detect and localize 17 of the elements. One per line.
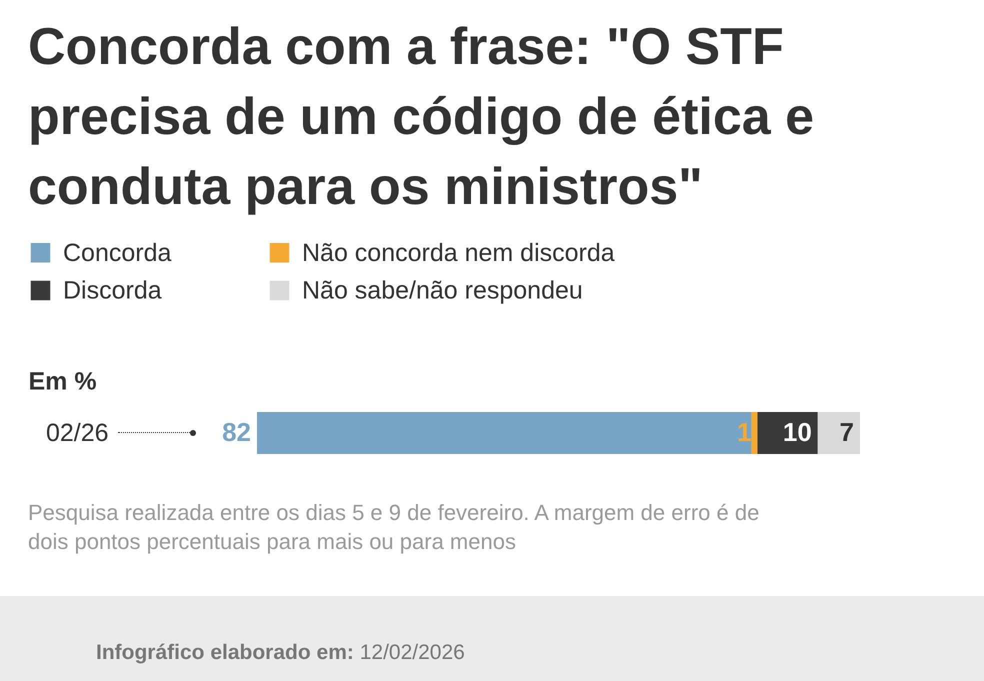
legend-label: Concorda <box>63 238 172 267</box>
data-label: 1 <box>737 417 752 447</box>
data-label: 82 <box>222 417 251 447</box>
bar <box>818 412 860 454</box>
legend-label: Discorda <box>63 276 162 304</box>
bar <box>757 412 818 454</box>
data-label: 10 <box>782 417 812 447</box>
annotation: Pesquisa realizada entre os dias 5 e 9 de fevereiro. A margem de erro é de dois pontos percentuais para mais ou para menos <box>28 499 760 556</box>
y-tick-label: 02/26 <box>46 419 108 447</box>
bar <box>751 412 758 454</box>
bar <box>257 412 752 454</box>
chart-title: Concorda com a frase: "O STF precisa de um código de ética e conduta para os ministros" <box>27 17 816 218</box>
legend-label: Não concorda nem discorda <box>302 238 615 267</box>
legend-label: Não sabe/não respondeu <box>302 276 583 304</box>
text: Infográfico elaborado em: 12/02/2026 <box>96 641 465 665</box>
y-axis-title: Em % <box>28 368 97 396</box>
data-label: 7 <box>840 417 854 447</box>
